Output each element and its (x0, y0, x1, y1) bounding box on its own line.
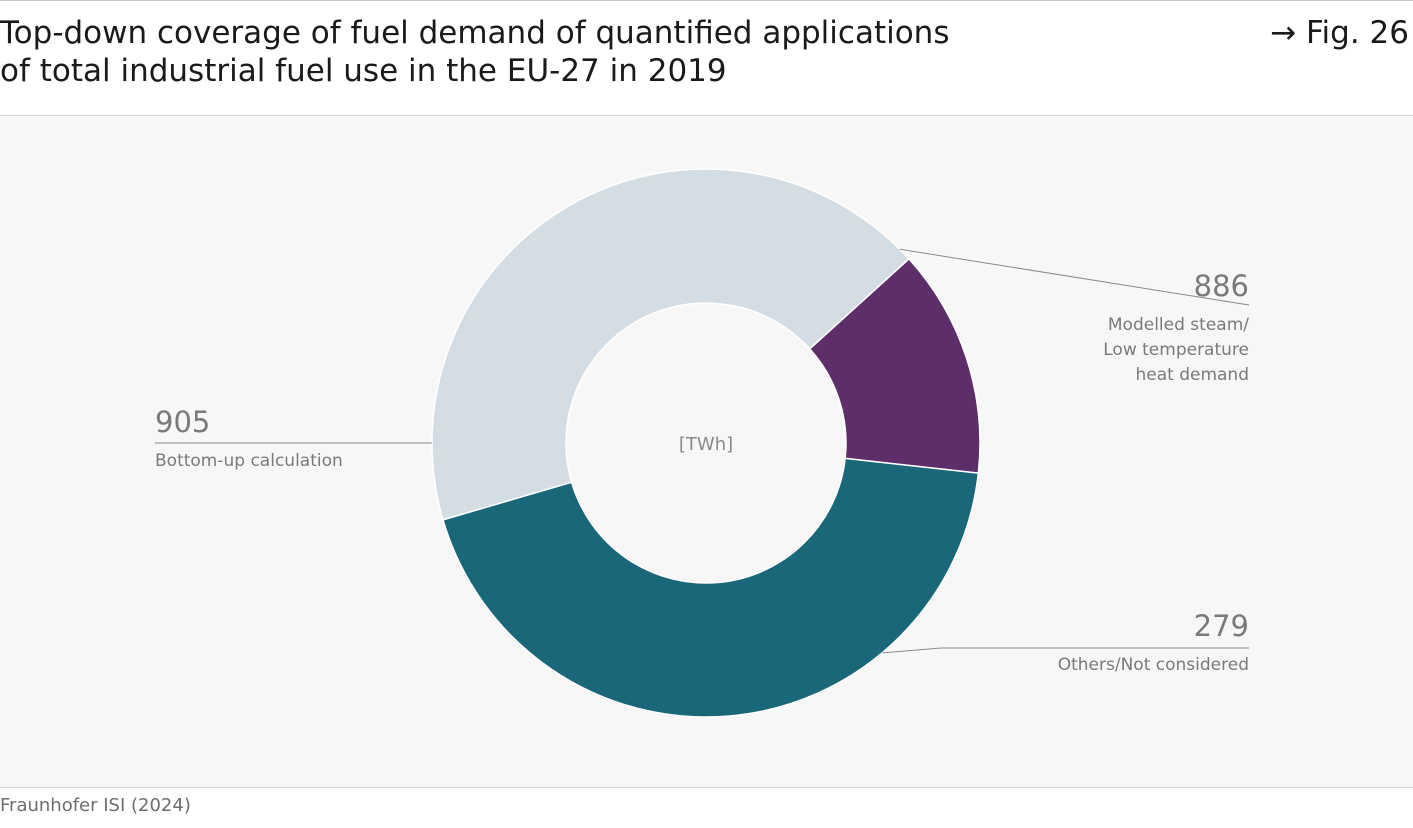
chart-title-line-1: Top-down coverage of fuel demand of quan… (0, 15, 950, 51)
donut-center-unit-label: [TWh] (679, 434, 733, 455)
slice-category-label-0-line-1: Low temperature (1103, 340, 1249, 360)
top-rule (0, 0, 1413, 1)
slice-value-label-2: 905 (155, 405, 210, 439)
source-note: Fraunhofer ISI (2024) (0, 795, 191, 816)
figure-number: → Fig. 26 (1270, 15, 1409, 51)
slice-category-label-0-line-2: heat demand (1135, 365, 1249, 385)
slice-category-label-0-line-0: Modelled steam/ (1108, 315, 1249, 335)
donut-slice-0 (431, 168, 910, 521)
chart-title-line-2: of total industrial fuel use in the EU-2… (0, 53, 727, 89)
slice-value-label-0: 886 (1194, 269, 1249, 303)
slice-value-label-1: 279 (1194, 609, 1249, 643)
slice-category-label-2-line-0: Bottom-up calculation (155, 451, 343, 471)
chart-title: Top-down coverage of fuel demand of quan… (0, 14, 1200, 90)
donut-slice-2 (442, 457, 980, 718)
leader-line-0 (899, 248, 1250, 306)
slice-category-label-1-line-0: Others/Not considered (1058, 655, 1249, 675)
leader-line-1 (882, 647, 1249, 654)
